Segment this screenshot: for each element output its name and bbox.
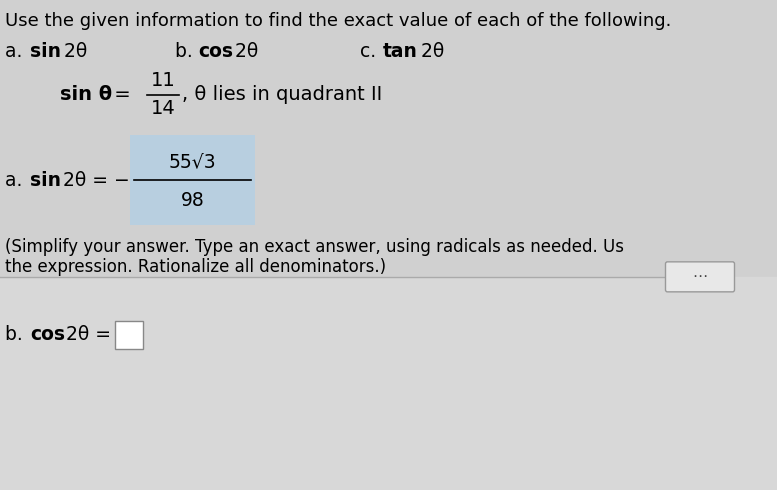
Bar — [115, 321, 143, 349]
Bar — [0, 0, 777, 277]
Text: sin: sin — [30, 43, 61, 62]
Text: 98: 98 — [180, 191, 204, 210]
FancyBboxPatch shape — [665, 262, 734, 292]
Text: (Simplify your answer. Type an exact answer, using radicals as needed. Us: (Simplify your answer. Type an exact ans… — [5, 238, 624, 256]
Text: =: = — [108, 85, 137, 104]
Text: Use the given information to find the exact value of each of the following.: Use the given information to find the ex… — [5, 12, 671, 30]
Text: sin: sin — [30, 171, 61, 190]
Text: 2θ =: 2θ = — [60, 325, 117, 344]
Text: 14: 14 — [151, 99, 176, 119]
Text: , θ lies in quadrant II: , θ lies in quadrant II — [182, 85, 382, 104]
Text: 2θ: 2θ — [229, 43, 258, 62]
Text: tan: tan — [383, 43, 418, 62]
Text: c.: c. — [360, 43, 382, 62]
Text: b.: b. — [175, 43, 199, 62]
Text: 55√3: 55√3 — [169, 152, 216, 171]
Text: a.: a. — [5, 43, 29, 62]
Bar — [130, 135, 255, 225]
Text: cos: cos — [30, 325, 65, 344]
Text: 2θ = −: 2θ = − — [57, 171, 130, 190]
Text: ⋯: ⋯ — [692, 270, 708, 284]
Text: b.: b. — [5, 325, 29, 344]
Bar — [0, 277, 777, 490]
Text: cos: cos — [198, 43, 233, 62]
Text: the expression. Rationalize all denominators.): the expression. Rationalize all denomina… — [5, 258, 386, 276]
Text: 11: 11 — [151, 72, 176, 91]
Text: a.: a. — [5, 171, 29, 190]
Text: 2θ: 2θ — [58, 43, 87, 62]
Text: 2θ: 2θ — [415, 43, 444, 62]
Text: sin θ: sin θ — [60, 85, 112, 104]
